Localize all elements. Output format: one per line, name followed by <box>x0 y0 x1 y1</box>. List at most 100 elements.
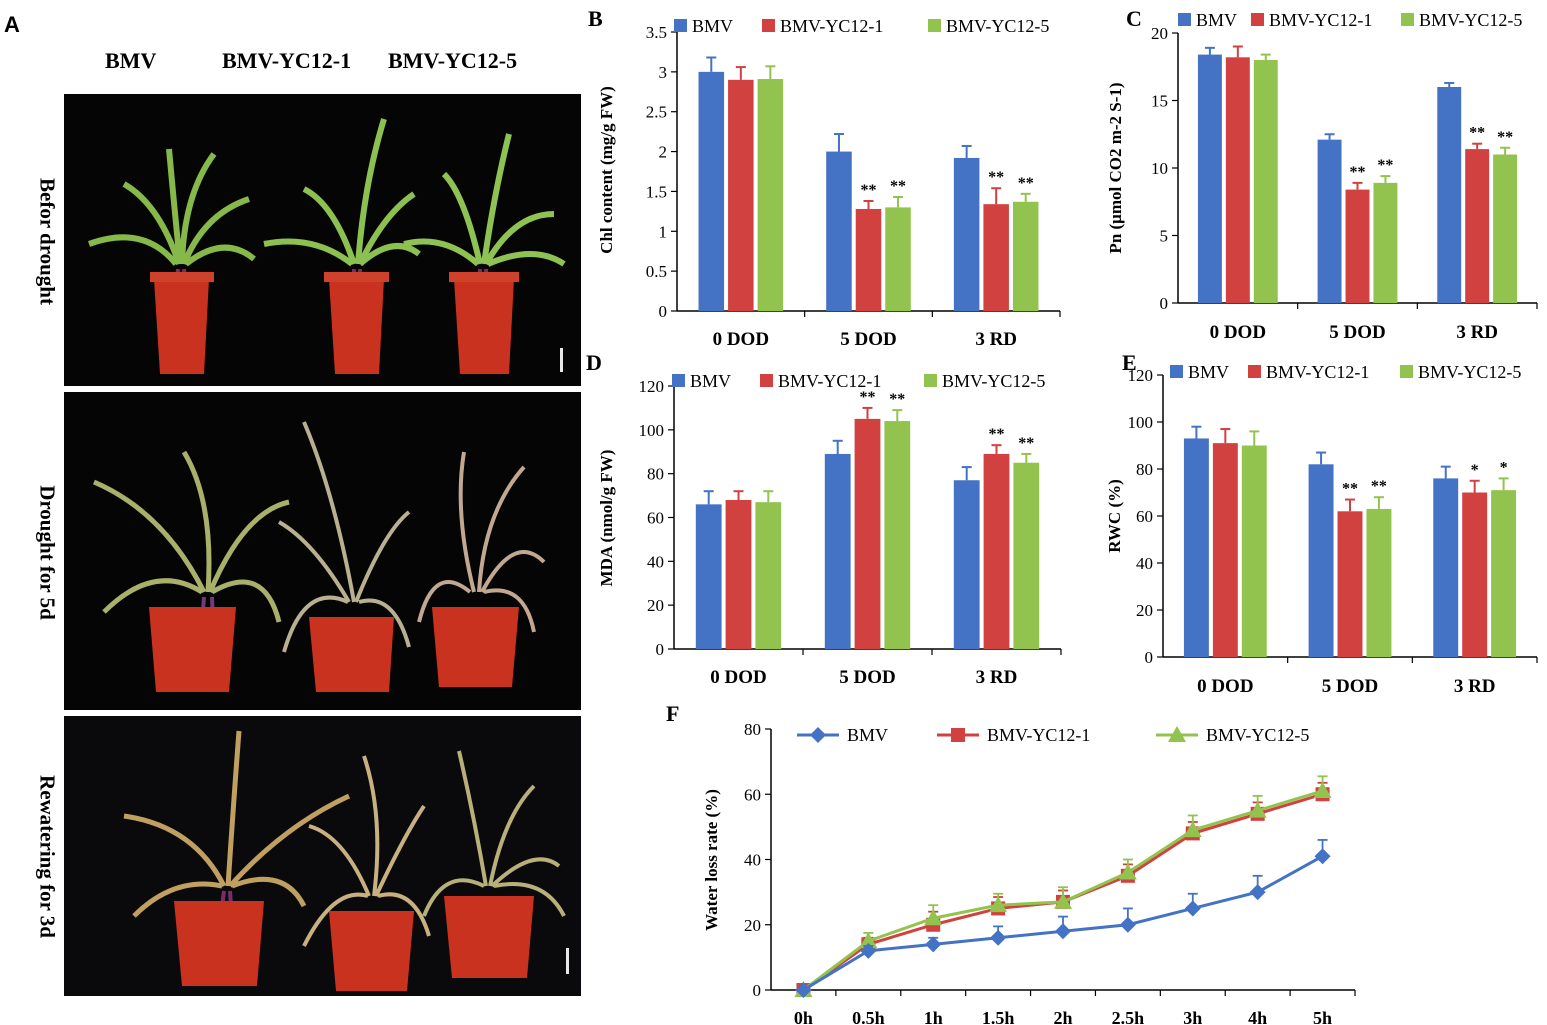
y-tick-label-c: 15 <box>1151 92 1168 111</box>
photo-rewatering-3d <box>64 716 581 996</box>
y-tick-label-d: 100 <box>639 421 665 440</box>
legend-marker-f <box>810 727 826 743</box>
photo-header-yc12-1: BMV-YC12-1 <box>222 48 352 73</box>
significance-mark-d: ** <box>889 391 905 408</box>
bar-c <box>1225 57 1250 303</box>
legend-swatch-c <box>1401 13 1414 26</box>
bar-c <box>1345 189 1370 303</box>
x-tick-label-f: 0h <box>794 1008 813 1025</box>
y-tick-label-b: 2.5 <box>646 103 667 122</box>
bar-e <box>1212 443 1238 657</box>
bar-e <box>1366 508 1392 657</box>
plant-illustration-drought <box>93 421 546 692</box>
data-point-f <box>1055 923 1071 940</box>
y-tick-label-d: 80 <box>647 465 664 484</box>
photo-drought-5d <box>64 392 581 710</box>
y-tick-label-f: 40 <box>744 851 761 870</box>
bar-e <box>1462 492 1488 657</box>
y-tick-label-c: 10 <box>1151 159 1168 178</box>
significance-mark-c: ** <box>1377 157 1393 174</box>
bar-b <box>698 71 725 311</box>
bar-b <box>728 79 754 311</box>
plant-bmv-drought <box>93 450 290 692</box>
scale-bar <box>566 948 569 974</box>
legend-swatch-b <box>762 19 775 32</box>
y-tick-label-c: 0 <box>1160 294 1169 313</box>
bar-b <box>855 208 882 311</box>
y-tick-label-d: 60 <box>647 509 664 528</box>
legend-swatch-b <box>674 19 687 32</box>
x-tick-label-c: 3 RD <box>1456 322 1498 343</box>
panel-letter-f: F <box>666 701 679 726</box>
x-tick-label-c: 0 DOD <box>1210 322 1266 343</box>
x-tick-label-f: 1h <box>924 1008 943 1025</box>
bar-d <box>983 453 1010 649</box>
significance-mark-e: * <box>1471 462 1479 479</box>
x-tick-label-f: 5h <box>1313 1008 1332 1025</box>
y-tick-label-c: 20 <box>1151 24 1168 43</box>
legend-swatch-d <box>924 374 937 387</box>
legend-label-c: BMV-YC12-5 <box>1419 10 1522 30</box>
y-tick-label-f: 60 <box>744 785 761 804</box>
plant-illustration-before <box>87 118 566 374</box>
bar-e <box>1241 445 1267 657</box>
x-tick-label-f: 1.5h <box>982 1008 1015 1025</box>
legend-swatch-c <box>1178 13 1191 26</box>
bar-c <box>1437 87 1462 303</box>
y-tick-label-d: 40 <box>647 552 664 571</box>
bar-d <box>755 502 782 649</box>
significance-mark-e: * <box>1500 459 1508 476</box>
bar-d <box>824 453 851 649</box>
y-tick-label-f: 80 <box>744 720 761 739</box>
legend-label-d: BMV-YC12-1 <box>778 371 881 391</box>
legend-swatch-e <box>1248 365 1261 378</box>
y-tick-label-b: 3.5 <box>646 23 667 42</box>
data-point-f <box>1314 848 1331 865</box>
x-tick-label-b: 0 DOD <box>713 329 769 350</box>
legend-label-c: BMV <box>1196 10 1237 30</box>
significance-mark-d: ** <box>860 389 876 406</box>
data-point-f <box>1248 801 1267 818</box>
data-point-f <box>925 936 942 953</box>
legend-label-b: BMV-YC12-5 <box>946 16 1049 36</box>
y-tick-label-d: 120 <box>639 377 665 396</box>
data-point-f <box>1054 892 1072 909</box>
plant-yc12-1-rewatering <box>302 755 431 991</box>
x-tick-label-e: 3 RD <box>1454 676 1496 697</box>
y-axis-label-f: Water loss rate (%) <box>702 789 721 931</box>
x-tick-label-c: 5 DOD <box>1329 322 1385 343</box>
plant-bmv-rewatering <box>123 730 351 986</box>
legend-swatch-e <box>1400 365 1413 378</box>
legend-swatch-d <box>760 374 773 387</box>
bar-c <box>1465 149 1490 303</box>
bar-c <box>1253 60 1278 303</box>
bar-e <box>1337 511 1363 657</box>
plant-yc12-1-before <box>263 118 421 374</box>
y-tick-label-e: 0 <box>1145 648 1154 667</box>
y-tick-label-d: 0 <box>656 640 665 659</box>
photo-before-drought <box>64 94 581 386</box>
y-tick-label-d: 20 <box>647 596 664 615</box>
y-tick-label-e: 60 <box>1136 507 1153 526</box>
y-tick-label-b: 1 <box>659 222 668 241</box>
legend-label-d: BMV <box>690 371 731 391</box>
y-tick-label-b: 0.5 <box>646 262 667 281</box>
legend-label-f: BMV <box>847 725 888 745</box>
bar-b <box>826 151 852 311</box>
significance-mark-c: ** <box>1497 129 1513 146</box>
bar-e <box>1183 438 1209 657</box>
panel-letter-e: E <box>1122 350 1137 375</box>
bar-b <box>757 79 784 311</box>
legend-swatch-e <box>1170 365 1183 378</box>
bar-b <box>885 207 911 311</box>
legend-marker-f <box>951 728 965 742</box>
bar-d <box>854 418 881 649</box>
data-point-f <box>859 932 878 949</box>
data-point-f <box>990 929 1007 946</box>
significance-mark-b: ** <box>988 169 1004 186</box>
plant-yc12-1-drought <box>278 421 411 692</box>
significance-mark-e: ** <box>1342 481 1358 498</box>
bar-d <box>725 499 752 649</box>
x-tick-label-b: 5 DOD <box>840 329 896 350</box>
legend-label-f: BMV-YC12-1 <box>987 725 1090 745</box>
